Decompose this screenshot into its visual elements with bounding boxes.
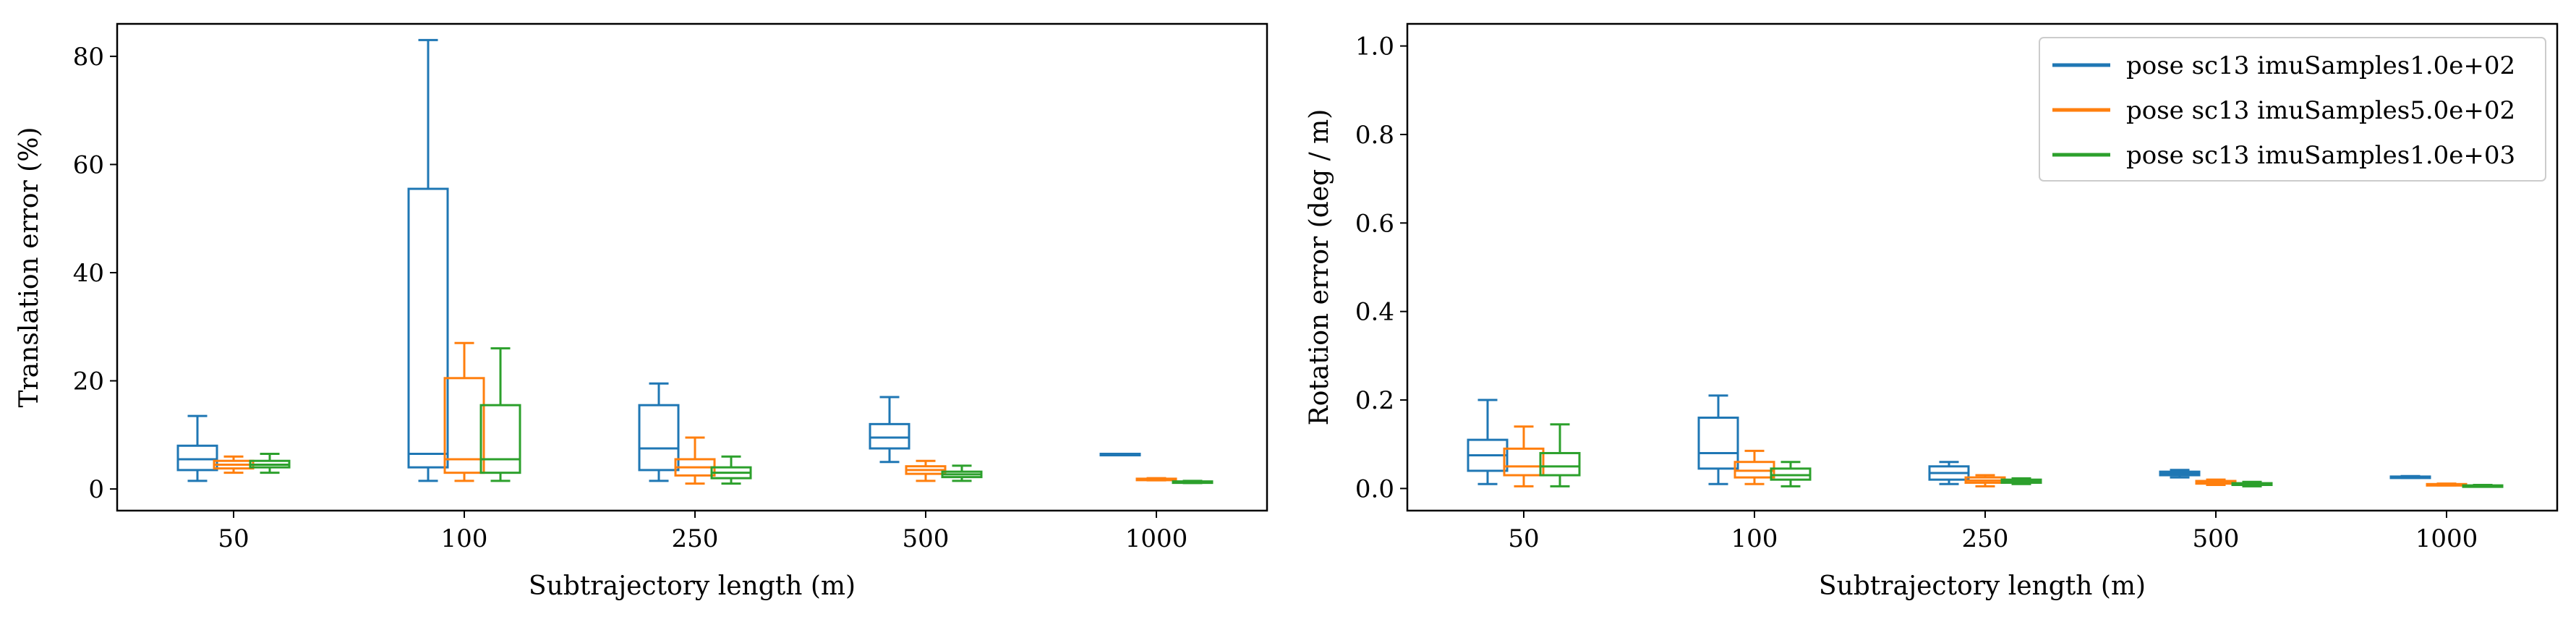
x-tick-label: 500 — [903, 524, 950, 553]
x-tick-label: 250 — [672, 524, 719, 553]
iqr-box — [1539, 451, 1581, 477]
y-tick-label: 1.0 — [1355, 33, 1394, 61]
y-tick-label: 0.0 — [1355, 474, 1394, 503]
y-axis-label: Rotation error (deg / m) — [1305, 109, 1334, 426]
iqr-box — [176, 444, 218, 472]
box-2-100 — [443, 341, 485, 482]
x-tick-label: 50 — [1508, 524, 1539, 553]
y-tick-label: 0.4 — [1355, 298, 1394, 327]
box-3-50 — [1539, 423, 1581, 487]
box-3-500 — [941, 464, 983, 482]
x-tick-label: 100 — [441, 524, 488, 553]
y-tick-label: 0 — [88, 475, 104, 504]
iqr-box — [638, 404, 680, 472]
box-2-250 — [674, 436, 716, 485]
box-1-500 — [869, 396, 910, 464]
box-1-250 — [638, 382, 680, 482]
box-1-1000 — [1099, 452, 1141, 456]
box-3-1000 — [1172, 480, 1214, 485]
box-3-100 — [479, 347, 521, 482]
box-2-250 — [1964, 474, 2006, 487]
box-1-500 — [2159, 469, 2201, 479]
x-tick-label: 500 — [2193, 524, 2240, 553]
x-axis-label: Subtrajectory length (m) — [1819, 571, 2146, 601]
iqr-box — [407, 187, 449, 469]
box-2-100 — [1733, 449, 1775, 485]
legend-label: pose sc13 imuSamples1.0e+02 — [2126, 51, 2515, 80]
box-2-500 — [905, 459, 947, 482]
box-1-1000 — [2389, 474, 2431, 480]
y-tick-label: 0.6 — [1355, 209, 1394, 238]
x-tick-label: 100 — [1731, 524, 1778, 553]
iqr-box — [1697, 417, 1739, 470]
legend-frame — [2039, 37, 2546, 182]
x-tick-label: 1000 — [1125, 524, 1188, 553]
chart-panel-2: 0.0 0.2 0.4 0.6 0.8 1.0 50 100 250 500 1000 Subtraj… — [1305, 22, 2559, 601]
x-tick-label: 250 — [1962, 524, 2009, 553]
iqr-box — [1733, 461, 1775, 479]
box-1-250 — [1928, 461, 1970, 485]
box-3-1000 — [2462, 484, 2504, 488]
y-tick-label: 80 — [73, 43, 104, 72]
plot-frame — [116, 22, 1268, 512]
y-tick-label: 0.2 — [1355, 386, 1394, 415]
y-axis-label: Translation error (%) — [14, 127, 44, 408]
legend: pose sc13 imuSamples1.0e+02 pose sc13 imu… — [2039, 37, 2546, 182]
x-tick-label: 1000 — [2415, 524, 2478, 553]
box-3-100 — [1770, 461, 1812, 487]
box-1-50 — [176, 414, 218, 482]
iqr-box — [479, 404, 521, 474]
box-2-50 — [1503, 425, 1545, 487]
plot-frame — [1406, 22, 2559, 512]
box-1-100 — [1697, 394, 1739, 485]
box-3-500 — [2231, 480, 2273, 487]
x-axis-label: Subtrajectory length (m) — [529, 571, 856, 601]
box-2-1000 — [1135, 477, 1177, 482]
y-tick-label: 20 — [73, 367, 104, 396]
legend-label: pose sc13 imuSamples5.0e+02 — [2126, 96, 2515, 125]
box-3-250 — [710, 455, 752, 485]
iqr-box — [443, 377, 485, 474]
box-1-100 — [407, 38, 449, 482]
y-tick-label: 0.8 — [1355, 121, 1394, 150]
iqr-box — [1770, 467, 1812, 481]
box-2-50 — [213, 455, 255, 474]
iqr-box — [1503, 447, 1545, 477]
box-3-250 — [2000, 477, 2042, 485]
x-tick-label: 50 — [218, 524, 249, 553]
box-2-500 — [2195, 478, 2237, 487]
box-3-50 — [249, 452, 291, 474]
y-tick-label: 40 — [73, 259, 104, 288]
chart-panel-1: 0 20 40 60 80 50 100 250 500 1000 Subtrajectory le… — [14, 22, 1268, 601]
legend-label: pose sc13 imuSamples1.0e+03 — [2126, 141, 2515, 170]
y-tick-label: 60 — [73, 150, 104, 179]
box-1-50 — [1467, 399, 1509, 485]
box-2-1000 — [2426, 482, 2468, 487]
iqr-box — [869, 422, 910, 450]
